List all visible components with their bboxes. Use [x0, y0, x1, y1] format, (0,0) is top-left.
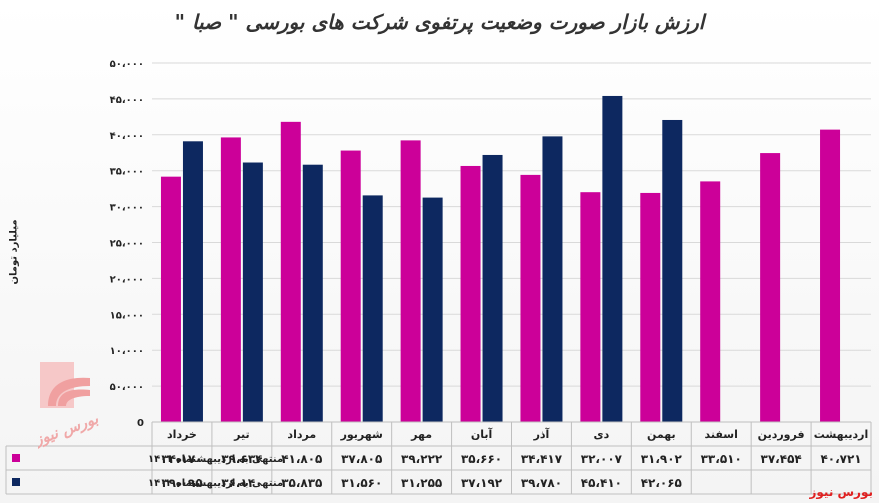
table-cell-value: ۳۱،۲۵۵ [401, 476, 442, 490]
bar-1401 [580, 192, 601, 422]
bar-1401 [820, 129, 841, 422]
table-cell-value: ۴۲،۰۶۵ [641, 476, 682, 490]
bar-1401 [160, 176, 181, 422]
table-cell-value: ۳۹،۲۲۲ [401, 452, 443, 466]
bar-1402 [182, 141, 203, 422]
legend-swatch-1401 [12, 454, 20, 462]
x-tick-label: خرداد [167, 428, 197, 441]
table-cell-value: ۳۹،۰۹۵ [161, 476, 202, 490]
bar-1402 [482, 154, 503, 423]
table-cell-value: ۳۵،۶۶۰ [461, 452, 502, 466]
y-tick-label: ۵۰،۰۰۰ [110, 382, 144, 393]
table-cell-value: ۳۱،۵۶۰ [341, 476, 382, 490]
bar-1401 [460, 165, 481, 423]
legend-label-1401: منتهی به اردیبهشتماه ۱۴۰۱ [148, 454, 283, 465]
x-tick-label: آبان [471, 427, 493, 441]
table-cell-value: ۳۶،۱۴۰ [221, 476, 262, 490]
y-tick-label: ۵۰،۰۰۰ [110, 59, 144, 70]
legend-label-1402: منتهی به اردیبهشتماه ۱۴۰۲ [148, 478, 283, 489]
table-cell-value: ۳۴،۱۷۰ [161, 452, 202, 466]
y-tick-label: ۴۵،۰۰۰ [110, 95, 144, 106]
table-cell-value: ۳۲،۰۰۷ [581, 452, 623, 466]
legend-swatch-1402 [12, 478, 20, 486]
x-tick-label: اسفند [705, 428, 738, 441]
table-cell-value: ۴۱،۸۰۵ [281, 452, 322, 466]
x-tick-label: اردیبهشت [814, 428, 868, 441]
bar-1401 [700, 181, 721, 422]
x-tick-label: آذر [533, 427, 550, 441]
bar-1401 [400, 140, 421, 422]
bar-1402 [542, 136, 563, 423]
table-cell-value: ۳۷،۴۵۴ [761, 452, 802, 466]
bar-1401 [340, 150, 361, 422]
bar-1402 [302, 164, 323, 422]
table-cell-value: ۴۵،۴۱۰ [581, 476, 622, 490]
bar-1401 [520, 174, 541, 422]
x-tick-label: دی [594, 428, 610, 441]
bar-1402 [242, 162, 263, 422]
bar-1401 [640, 192, 661, 422]
y-tick-label: ۲۰،۰۰۰ [110, 274, 144, 285]
table-cell-value: ۳۷،۱۹۲ [461, 476, 503, 490]
x-tick-label: فروردین [758, 428, 805, 441]
y-tick-label: ۴۰،۰۰۰ [110, 131, 144, 142]
y-tick-label: 0 [137, 418, 144, 429]
bar-1401 [280, 121, 301, 423]
x-tick-label: مرداد [287, 428, 316, 441]
y-tick-label: ۱۰،۰۰۰ [110, 346, 144, 357]
bar-1402 [422, 197, 443, 422]
bar-1402 [662, 119, 683, 422]
table-cell-value: ۳۹،۷۸۰ [521, 476, 562, 490]
table-cell-value: ۳۳،۵۱۰ [701, 452, 742, 466]
source-label: بورس نیوز [809, 485, 873, 499]
x-tick-label: مهر [410, 428, 432, 441]
y-tick-label: ۱۵،۰۰۰ [110, 310, 144, 321]
y-tick-label: ۳۰،۰۰۰ [110, 203, 144, 214]
table-cell-value: ۳۷،۸۰۵ [341, 452, 382, 466]
bar-1402 [362, 195, 383, 422]
bar-1401 [760, 153, 781, 423]
table-cell-value: ۴۰،۷۲۱ [820, 452, 861, 466]
table-cell-value: ۳۴،۴۱۷ [521, 452, 563, 466]
bar-1402 [602, 95, 623, 422]
x-tick-label: بهمن [647, 428, 676, 441]
table-cell-value: ۳۹،۶۳۴ [221, 452, 262, 466]
table-cell-value: ۳۱،۹۰۲ [641, 452, 683, 466]
x-tick-label: شهریور [340, 428, 383, 441]
y-tick-label: ۲۵،۰۰۰ [110, 239, 144, 250]
table-cell-value: ۳۵،۸۳۵ [281, 476, 322, 490]
y-tick-label: ۳۵،۰۰۰ [110, 167, 144, 178]
bourse-news-logo: بورس نیوز [38, 362, 101, 450]
svg-text:بورس نیوز: بورس نیوز [38, 409, 101, 450]
x-tick-label: تیر [233, 428, 249, 441]
bar-1401 [220, 137, 241, 422]
chart-title: ارزش بازار صورت وضعیت پرتفوی شرکت های بو… [174, 10, 705, 34]
